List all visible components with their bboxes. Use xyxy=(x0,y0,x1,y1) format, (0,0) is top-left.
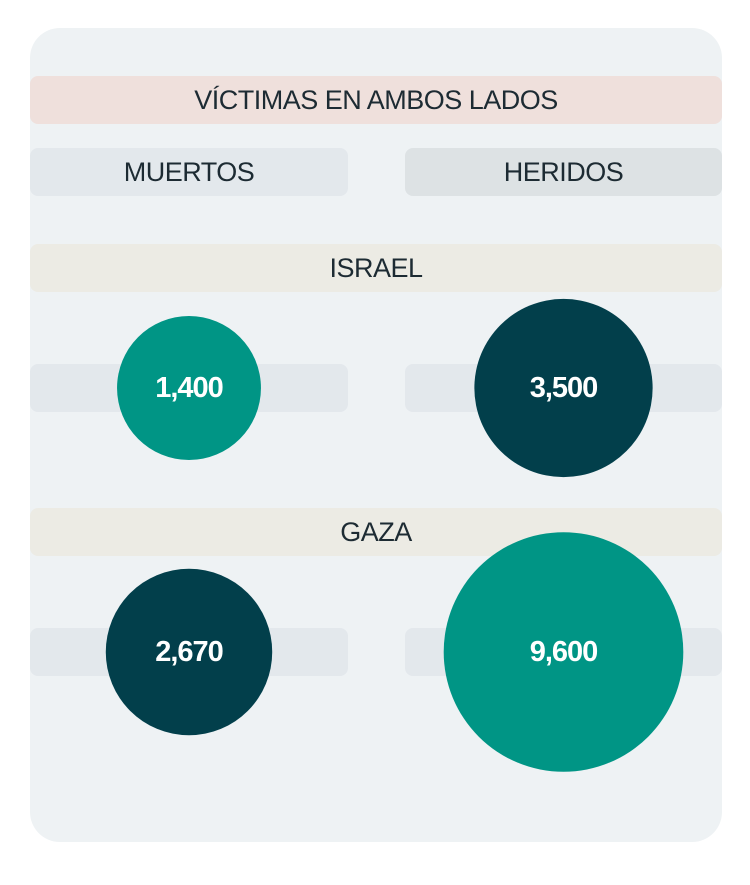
bubble xyxy=(117,316,261,460)
column-header: HERIDOS xyxy=(504,157,624,187)
row-header: ISRAEL xyxy=(329,253,423,283)
column-header: MUERTOS xyxy=(124,157,255,187)
bubble xyxy=(474,298,653,478)
title-bar xyxy=(30,76,722,124)
bubble xyxy=(443,532,684,772)
value-label: 2,670 xyxy=(155,636,223,668)
column-header-bar xyxy=(30,148,348,196)
value-label: 3,500 xyxy=(530,372,598,404)
value-label: 1,400 xyxy=(155,372,223,404)
chart-title: VÍCTIMAS EN AMBOS LADOS xyxy=(194,85,558,115)
row-header-bar xyxy=(30,244,722,292)
column-header-bar xyxy=(405,148,722,196)
row-header: GAZA xyxy=(340,517,412,547)
value-label: 9,600 xyxy=(530,636,598,668)
bubble xyxy=(105,568,273,736)
